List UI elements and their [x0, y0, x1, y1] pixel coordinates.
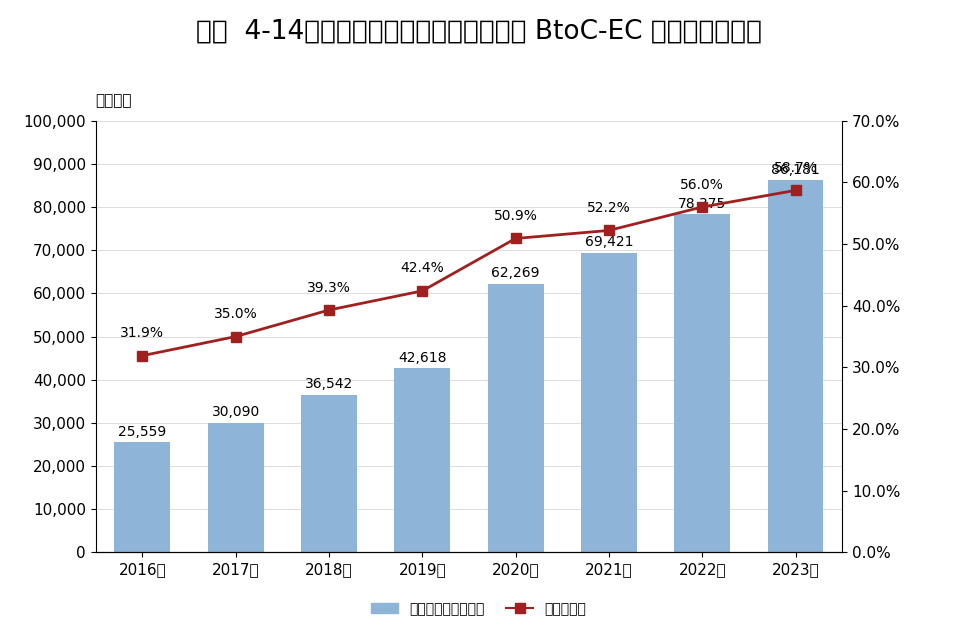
- Legend: スマホ経由市場規模, スマホ比率: スマホ経由市場規模, スマホ比率: [365, 597, 592, 622]
- Text: 58.7%: 58.7%: [773, 161, 817, 175]
- Bar: [581, 253, 637, 552]
- Text: 86,181: 86,181: [771, 163, 820, 177]
- Bar: [115, 442, 170, 552]
- Text: 39.3%: 39.3%: [307, 281, 351, 295]
- Text: 56.0%: 56.0%: [680, 178, 724, 192]
- Text: 30,090: 30,090: [211, 405, 259, 419]
- Text: 42.4%: 42.4%: [400, 262, 444, 276]
- Bar: [394, 368, 451, 552]
- Text: 69,421: 69,421: [585, 235, 634, 249]
- Text: 31.9%: 31.9%: [121, 326, 165, 340]
- Text: 図表  4-14：スマートフォン経由の物販の BtoC-EC 市場規模の推移: 図表 4-14：スマートフォン経由の物販の BtoC-EC 市場規模の推移: [195, 19, 762, 45]
- Bar: [768, 180, 823, 552]
- Text: 78,375: 78,375: [679, 197, 726, 211]
- Text: 25,559: 25,559: [119, 425, 167, 439]
- Text: 50.9%: 50.9%: [494, 209, 538, 223]
- Text: 35.0%: 35.0%: [213, 307, 257, 321]
- Text: 52.2%: 52.2%: [587, 201, 631, 215]
- Text: （億円）: （億円）: [96, 93, 132, 108]
- Text: 42,618: 42,618: [398, 351, 447, 365]
- Bar: [300, 395, 357, 552]
- Bar: [675, 214, 730, 552]
- Bar: [208, 422, 264, 552]
- Text: 36,542: 36,542: [305, 377, 353, 391]
- Bar: [488, 284, 544, 552]
- Text: 62,269: 62,269: [491, 266, 540, 280]
